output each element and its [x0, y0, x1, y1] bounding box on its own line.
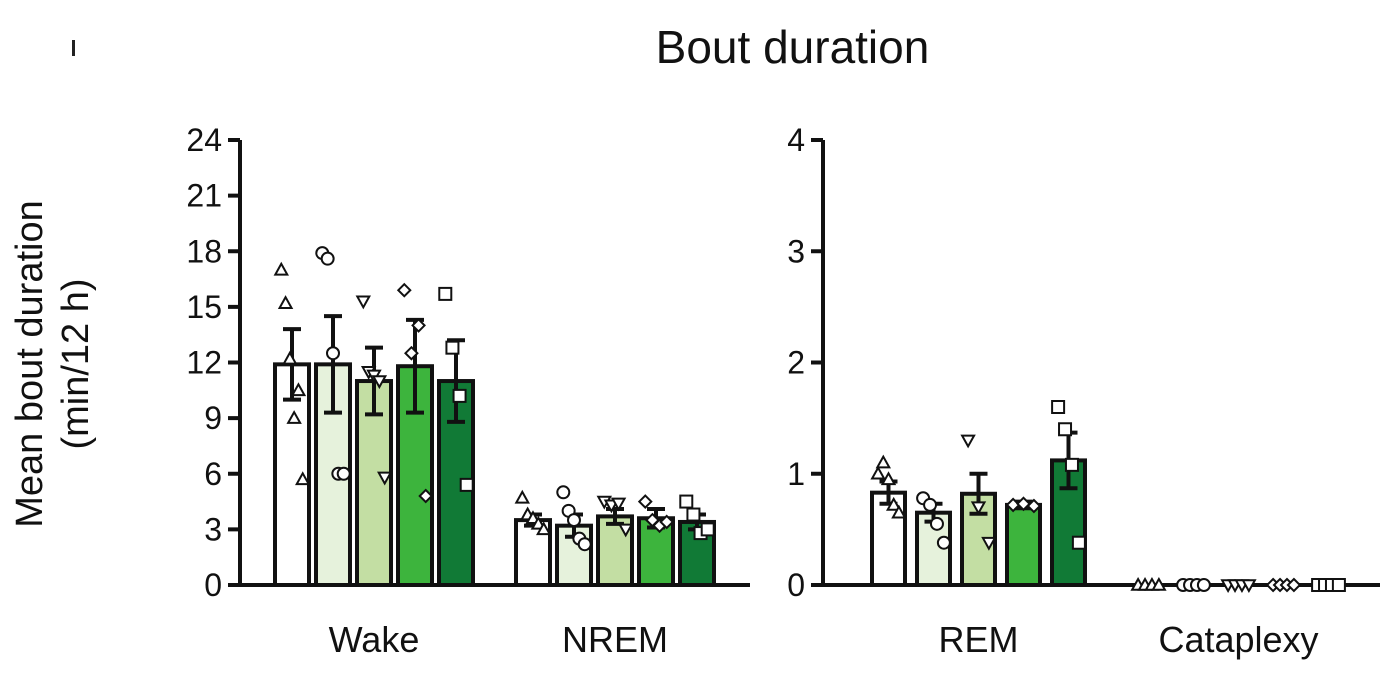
square-marker [700, 522, 715, 537]
circle-marker [577, 537, 592, 552]
y-tick-label: 2 [787, 345, 805, 381]
y-tick-label: 18 [186, 233, 222, 269]
circle-marker [336, 466, 351, 481]
square-marker [452, 388, 467, 403]
y-tick-label: 6 [204, 456, 222, 492]
chart-title: Bout duration [655, 21, 930, 73]
diamond-marker [411, 318, 426, 333]
square-marker [1071, 535, 1086, 550]
triangle-up-marker [870, 465, 886, 480]
triangle-up-marker [290, 382, 307, 397]
y-tick-label: 3 [204, 511, 222, 547]
square-marker [679, 494, 694, 509]
triangle-down-marker [610, 497, 627, 512]
triangle-up-marker [514, 489, 530, 504]
triangle-down-marker [970, 501, 987, 516]
triangle-up-marker [891, 504, 907, 519]
y-tick-label: 9 [204, 400, 222, 436]
circle-marker [326, 346, 340, 361]
triangle-up-marker [273, 261, 289, 276]
y-tick-label: 1 [787, 456, 805, 492]
chart-panel-right: 0 1 2 3 4 REM Cataplexy [787, 122, 1380, 660]
y-tick-label: 4 [787, 122, 805, 158]
triangle-up-marker [282, 350, 298, 365]
square-marker [459, 477, 474, 492]
circle-marker [567, 513, 581, 528]
bar [596, 514, 634, 587]
y-tick-label: 0 [787, 567, 805, 603]
circle-marker [556, 485, 571, 500]
diamond-marker [1016, 496, 1031, 512]
square-marker [1051, 400, 1066, 414]
square-marker [438, 286, 453, 301]
y-tick-label: 24 [186, 122, 222, 158]
square-marker [686, 507, 701, 522]
triangle-up-marker [880, 471, 897, 486]
diamond-marker [396, 282, 412, 298]
triangle-down-marker [355, 295, 371, 310]
corner-tick-mark [72, 40, 75, 56]
square-marker [445, 340, 460, 355]
chart-panel-left: 0 3 6 9 12 15 18 21 24 Wake NREM [186, 122, 750, 660]
square-marker [1331, 578, 1346, 592]
triangle-down-marker [377, 471, 393, 486]
circle-marker [1196, 578, 1211, 592]
triangle-up-marker [536, 521, 552, 536]
circle-marker [320, 251, 335, 266]
y-tick-label: 21 [186, 178, 222, 214]
circle-marker [923, 497, 938, 512]
diamond-marker [1026, 498, 1042, 514]
triangle-down-marker [618, 523, 634, 538]
diamond-marker [1286, 577, 1302, 593]
triangle-down-marker [981, 536, 997, 551]
circle-marker [936, 535, 951, 550]
triangle-down-marker [960, 434, 976, 449]
bar [1005, 502, 1042, 587]
triangle-down-marker [1241, 579, 1257, 594]
diamond-marker [404, 345, 419, 361]
y-tick-label: 3 [787, 233, 805, 269]
triangle-up-marker [885, 496, 902, 511]
category-label: NREM [562, 619, 668, 660]
triangle-up-marker [286, 410, 302, 424]
diamond-marker [418, 488, 434, 504]
triangle-down-marker [371, 375, 388, 390]
diamond-marker [659, 514, 675, 530]
triangle-up-marker [277, 295, 294, 309]
y-tick-label: 12 [186, 345, 222, 381]
y-tick-label: 15 [186, 289, 222, 325]
circle-marker [929, 516, 944, 531]
triangle-up-marker [295, 471, 311, 486]
triangle-up-marker [1151, 576, 1167, 591]
triangle-up-marker [875, 454, 892, 469]
square-marker [1064, 457, 1079, 472]
category-label: Cataplexy [1158, 619, 1318, 660]
category-label: Wake [329, 619, 420, 660]
square-marker [1058, 422, 1073, 437]
diamond-marker [637, 494, 653, 509]
category-label: REM [939, 619, 1019, 660]
y-tick-label: 0 [204, 567, 222, 603]
